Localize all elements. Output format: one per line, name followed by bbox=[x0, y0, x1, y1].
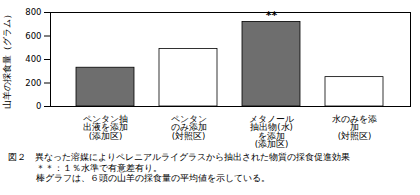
svg-text:ペンタン抽出液を添加(添加区): ペンタン抽出液を添加(添加区) bbox=[83, 114, 128, 141]
svg-text:**: ** bbox=[266, 9, 278, 22]
svg-text:0: 0 bbox=[36, 101, 41, 111]
svg-text:水のみを添加(対照区): 水のみを添加(対照区) bbox=[332, 114, 377, 141]
html-text:棒グラフは、６頭の山羊の採食量の平均値を示している。: 棒グラフは、６頭の山羊の採食量の平均値を示している。 bbox=[36, 173, 270, 183]
svg-text:600: 600 bbox=[25, 31, 41, 41]
svg-text:200: 200 bbox=[25, 78, 41, 88]
svg-text:メタノール抽出物(水)を添加(添加区): メタノール抽出物(水)を添加(添加区) bbox=[249, 114, 294, 150]
svg-text:ペンタンのみ添加(対照区): ペンタンのみ添加(対照区) bbox=[171, 114, 207, 141]
svg-text:400: 400 bbox=[25, 54, 41, 64]
html-text:図２ 異なった溶媒によりペレニアルライグラスから抽出された物: 図２ 異なった溶媒によりペレニアルライグラスから抽出された物質の採食促進効果 bbox=[8, 152, 350, 162]
html-text:＊＊：１％水準で有意差有り。: ＊＊：１％水準で有意差有り。 bbox=[36, 162, 162, 173]
svg-text:800: 800 bbox=[25, 7, 41, 17]
svg-text:山羊の採食量（グラム）: 山羊の採食量（グラム） bbox=[2, 10, 12, 109]
